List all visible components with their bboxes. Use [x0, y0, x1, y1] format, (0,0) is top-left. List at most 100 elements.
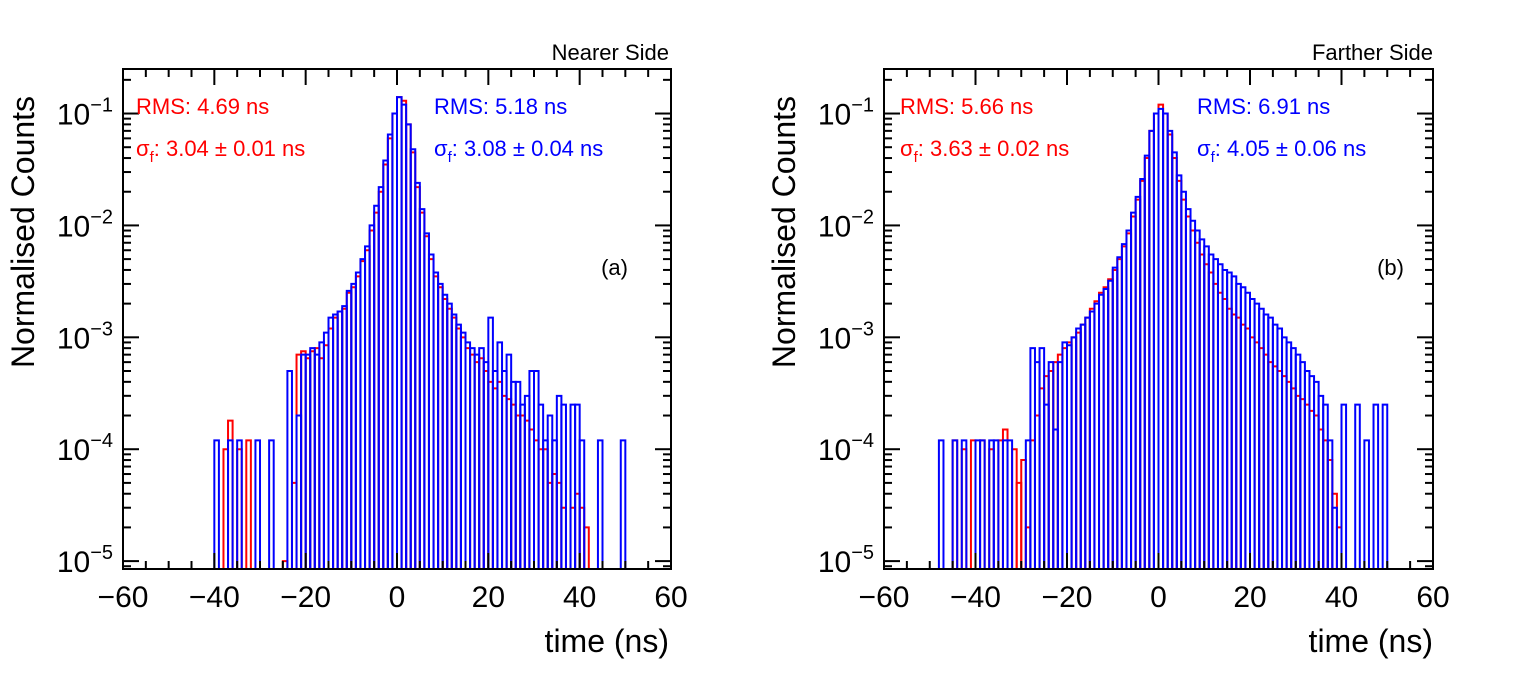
- y-tick-base: 10: [57, 210, 90, 243]
- blue-rms-annotation: RMS: 6.91 ns: [1197, 94, 1330, 119]
- y-tick-label: 10−3: [818, 318, 874, 355]
- y-tick-base: 10: [57, 99, 90, 132]
- y-tick-exponent: −2: [90, 206, 113, 228]
- y-tick-exponent: −5: [90, 542, 113, 564]
- x-tick-label: 20: [1233, 581, 1266, 614]
- panel-title: Farther Side: [1312, 40, 1433, 65]
- y-tick-exponent: −3: [90, 318, 113, 340]
- y-axis-label: Normalised Counts: [766, 96, 802, 368]
- histogram-bin: [1340, 403, 1348, 569]
- x-tick-label: −60: [859, 581, 910, 614]
- histogram-bin: [1326, 439, 1334, 569]
- y-tick-base: 10: [818, 546, 851, 579]
- histogram-bin: [960, 439, 968, 569]
- y-tick-base: 10: [818, 434, 851, 467]
- red-sigma-annotation: σf: 3.63 ± 0.02 ns: [900, 136, 1069, 166]
- y-tick-base: 10: [818, 322, 851, 355]
- y-tick-exponent: −1: [851, 95, 874, 117]
- x-tick-label: 40: [1325, 581, 1358, 614]
- histogram-bin: [951, 439, 959, 569]
- blue-sigma-annotation: σf: 3.08 ± 0.04 ns: [434, 136, 603, 166]
- x-tick-label: 0: [1150, 581, 1167, 614]
- histogram-bin: [1363, 439, 1370, 569]
- x-tick-label: −20: [1042, 581, 1093, 614]
- red-sigma-annotation: σf: 3.04 ± 0.01 ns: [136, 136, 305, 166]
- sigma-value: : 3.63 ± 0.02 ns: [918, 136, 1070, 161]
- y-tick-exponent: −4: [851, 430, 874, 452]
- x-tick-label: −60: [98, 581, 149, 614]
- histogram-bin: [286, 369, 293, 569]
- histogram-bin: [213, 439, 220, 569]
- y-tick-exponent: −5: [851, 542, 874, 564]
- blue-rms-annotation: RMS: 5.18 ns: [434, 94, 567, 119]
- histogram-bin: [1331, 506, 1338, 569]
- y-tick-label: 10−1: [57, 95, 113, 132]
- sigma-symbol: σ: [434, 136, 448, 161]
- x-tick-label: −20: [280, 581, 331, 614]
- x-tick-label: 40: [563, 581, 596, 614]
- x-tick-label: 20: [472, 581, 505, 614]
- histogram-layer: [937, 103, 1389, 569]
- series-blue: [213, 96, 627, 569]
- histogram-bin: [596, 439, 604, 569]
- panel-label: (a): [601, 255, 628, 280]
- x-tick-label: 0: [389, 581, 406, 614]
- y-tick-label: 10−5: [818, 542, 874, 579]
- y-tick-base: 10: [818, 99, 851, 132]
- y-tick-base: 10: [57, 322, 90, 355]
- x-tick-label: 60: [1416, 581, 1449, 614]
- panel-label: (b): [1377, 255, 1404, 280]
- sigma-symbol: σ: [1197, 136, 1211, 161]
- histogram-bin: [992, 439, 1000, 569]
- y-tick-exponent: −3: [851, 318, 874, 340]
- red-rms-annotation: RMS: 4.69 ns: [136, 94, 269, 119]
- y-tick-label: 10−4: [57, 430, 113, 467]
- blue-sigma-annotation: σf: 4.05 ± 0.06 ns: [1197, 136, 1366, 166]
- histogram-bin: [245, 439, 252, 569]
- histogram-bin: [1372, 403, 1380, 569]
- y-tick-label: 10−2: [57, 206, 113, 243]
- y-axis-label: Normalised Counts: [5, 96, 41, 368]
- y-tick-label: 10−3: [57, 318, 113, 355]
- y-tick-base: 10: [57, 546, 90, 579]
- histogram-bin: [268, 439, 275, 569]
- histogram-bin: [937, 439, 945, 569]
- histogram-bin: [227, 439, 234, 569]
- sigma-subscript: f: [1211, 149, 1216, 166]
- red-rms-annotation: RMS: 5.66 ns: [900, 94, 1033, 119]
- histogram-bin: [1354, 403, 1361, 569]
- histogram-layer: [213, 96, 627, 569]
- x-tick-label: −40: [950, 581, 1001, 614]
- y-tick-label: 10−2: [818, 206, 874, 243]
- sigma-subscript: f: [448, 149, 453, 166]
- histogram-bin: [236, 439, 243, 569]
- x-axis-label: time (ns): [1309, 623, 1433, 659]
- y-tick-exponent: −4: [90, 430, 113, 452]
- y-tick-base: 10: [818, 210, 851, 243]
- histogram-bin: [578, 439, 586, 569]
- series-blue: [937, 107, 1389, 569]
- histogram-bin: [1381, 403, 1389, 569]
- sigma-symbol: σ: [900, 136, 914, 161]
- y-tick-base: 10: [57, 434, 90, 467]
- y-tick-exponent: −1: [90, 95, 113, 117]
- sigma-value: : 4.05 ± 0.06 ns: [1215, 136, 1367, 161]
- sigma-value: : 3.04 ± 0.01 ns: [154, 136, 306, 161]
- histogram-bin: [979, 439, 986, 569]
- histogram-bin: [254, 439, 261, 569]
- histogram-bin: [560, 403, 567, 569]
- y-tick-label: 10−4: [818, 430, 874, 467]
- panel-title: Nearer Side: [552, 40, 669, 65]
- y-tick-exponent: −2: [851, 206, 874, 228]
- sigma-subscript: f: [150, 149, 155, 166]
- sigma-symbol: σ: [136, 136, 150, 161]
- sigma-value: : 3.08 ± 0.04 ns: [452, 136, 604, 161]
- x-axis-label: time (ns): [545, 623, 669, 659]
- histogram-bin: [1006, 439, 1014, 569]
- y-tick-label: 10−1: [818, 95, 874, 132]
